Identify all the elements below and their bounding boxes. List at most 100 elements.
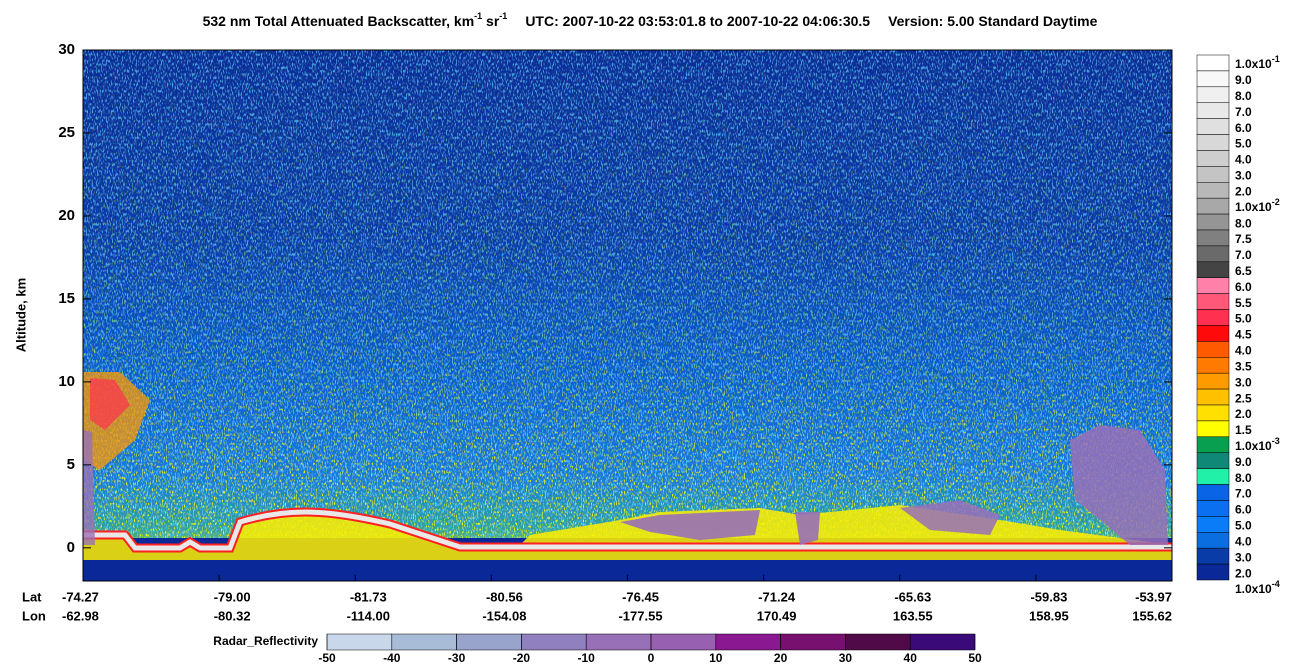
colorbar-box	[1196, 182, 1230, 199]
x-tick-label: -80.32	[214, 608, 251, 623]
radar-bar-box	[456, 633, 522, 651]
colorbar-label: 6.5	[1235, 264, 1252, 278]
colorbar-box	[1196, 341, 1230, 358]
colorbar-label: 6.0	[1235, 121, 1252, 135]
x-tick-label: 158.95	[1029, 608, 1069, 623]
radar-bar-box	[845, 633, 911, 651]
colorbar-label: 3.0	[1235, 169, 1252, 183]
x-tick-label: -53.97	[1135, 589, 1172, 604]
x-tick-label: -114.00	[347, 608, 390, 623]
colorbar-label: 4.0	[1235, 534, 1252, 548]
colorbar-label: 4.0	[1235, 153, 1252, 167]
colorbar-label: 1.0x10-1	[1235, 54, 1280, 71]
radar-bar-label: 50	[968, 651, 982, 665]
colorbar-label: 8.0	[1235, 216, 1252, 230]
colorbar-label: 9.0	[1235, 455, 1252, 469]
colorbar-box	[1196, 70, 1230, 88]
colorbar-box	[1196, 54, 1230, 72]
colorbar-label: 5.0	[1235, 519, 1252, 533]
colorbar-label: 2.0	[1235, 407, 1252, 421]
radar-bar-box	[909, 633, 976, 651]
colorbar-label-exponent: -2	[1272, 198, 1280, 208]
x-tick-label: -71.24	[758, 589, 796, 604]
radar-bar-box	[391, 633, 457, 651]
radar-bar-box	[585, 633, 652, 651]
colorbar-label: 1.5	[1235, 423, 1252, 437]
colorbar-label: 7.5	[1235, 232, 1252, 246]
colorbar-box	[1196, 468, 1230, 485]
colorbar-box	[1196, 277, 1230, 294]
title-part: sr	[482, 13, 500, 29]
colorbar-label-exponent: -1	[1272, 54, 1280, 64]
radar-bar-label: -10	[578, 651, 596, 665]
radar-bar-label: -30	[448, 651, 466, 665]
colorbar-label-exponent: -3	[1272, 436, 1280, 446]
colorbar-label: 3.5	[1235, 359, 1252, 373]
radar-bar-box	[326, 633, 393, 651]
colorbar-label: 3.0	[1235, 375, 1252, 389]
colorbar-label: 1.0x10-2	[1235, 198, 1280, 215]
title-part: UTC: 2007-10-22 03:53:01.8 to 2007-10-22…	[525, 13, 870, 29]
x-row-name: Lat	[22, 589, 42, 604]
colorbar-label: 2.0	[1235, 566, 1252, 580]
colorbar-label: 6.0	[1235, 280, 1252, 294]
radar-bar-label: -20	[513, 651, 531, 665]
x-tick-label: -62.98	[62, 608, 99, 623]
colorbar-label: 7.0	[1235, 487, 1252, 501]
colorbar-box	[1196, 86, 1230, 103]
radar-bar-label: -40	[383, 651, 401, 665]
colorbar-box	[1196, 166, 1230, 183]
radar-bar-box	[521, 633, 587, 651]
x-tick-label: -65.63	[894, 589, 931, 604]
title-exponent: -1	[499, 11, 507, 21]
x-row-name: Lon	[22, 608, 46, 623]
colorbar-box	[1196, 357, 1230, 374]
title-part: Version: 5.00 Standard Daytime	[888, 13, 1098, 29]
colorbar-box	[1196, 197, 1230, 215]
y-tick-label: 15	[58, 290, 75, 307]
radar-bar-label: 10	[709, 651, 723, 665]
colorbar-box	[1196, 229, 1230, 247]
x-tick-label: -177.55	[618, 608, 662, 623]
colorbar-label: 6.0	[1235, 503, 1252, 517]
y-tick-label: 20	[58, 207, 75, 224]
colorbar-label-mantissa: 1.0x10	[1235, 582, 1272, 596]
y-axis-label: Altitude, km	[13, 278, 28, 352]
radar-bar-label: -50	[318, 651, 336, 665]
y-tick-label: 30	[58, 41, 75, 58]
colorbar-label: 5.5	[1235, 296, 1252, 310]
colorbar-label: 3.0	[1235, 550, 1252, 564]
colorbar-label: 1.0x10-4	[1235, 579, 1280, 596]
x-tick-label: -59.83	[1030, 589, 1067, 604]
radar-bar-box	[780, 633, 846, 651]
radar-bar-label: 0	[648, 651, 655, 665]
colorbar-label: 4.5	[1235, 328, 1252, 342]
x-tick-label: 155.62	[1132, 608, 1172, 623]
title-part: 532 nm Total Attenuated Backscatter, km	[203, 13, 475, 29]
colorbar-label: 7.0	[1235, 248, 1252, 262]
radar-bar-title: Radar_Reflectivity	[213, 634, 318, 648]
colorbar-box	[1196, 436, 1230, 453]
colorbar-label: 7.0	[1235, 105, 1252, 119]
colorbar-box	[1196, 484, 1230, 501]
colorbar-box	[1196, 547, 1230, 565]
plot-image	[83, 50, 1172, 581]
title-exponent: -1	[474, 11, 482, 21]
radar-bar-box	[650, 633, 717, 651]
colorbar-label-exponent: -4	[1272, 579, 1280, 589]
x-tick-label: 163.55	[893, 608, 933, 623]
y-tick-label: 5	[67, 456, 75, 473]
colorbar-box	[1196, 325, 1230, 342]
colorbar-box	[1196, 500, 1230, 517]
colorbar-box	[1196, 118, 1230, 135]
colorbar-label: 4.0	[1235, 344, 1252, 358]
x-tick-label: -154.08	[482, 608, 526, 623]
x-tick-label: 170.49	[757, 608, 797, 623]
x-tick-label: -74.27	[62, 589, 99, 604]
y-tick-label: 0	[67, 539, 75, 556]
colorbar-box	[1196, 420, 1230, 438]
colorbar-box	[1196, 245, 1230, 263]
colorbar-label: 1.0x10-3	[1235, 436, 1280, 453]
x-tick-label: -80.56	[486, 589, 523, 604]
